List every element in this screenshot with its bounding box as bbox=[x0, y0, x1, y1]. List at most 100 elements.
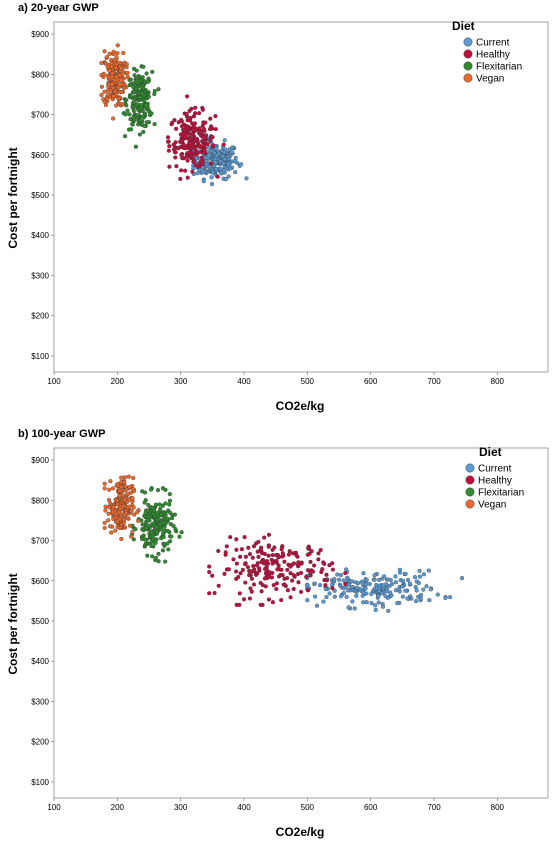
point-vegan bbox=[126, 474, 131, 479]
point-current bbox=[201, 179, 206, 184]
legend-title: Diet bbox=[452, 19, 475, 33]
point-vegan bbox=[113, 528, 118, 533]
point-vegan bbox=[121, 521, 126, 526]
point-current bbox=[405, 577, 411, 583]
x-axis-title: CO2e/kg bbox=[276, 825, 325, 839]
point-vegan bbox=[122, 85, 127, 91]
point-vegan bbox=[114, 498, 120, 503]
legend-marker bbox=[465, 475, 475, 485]
point-current bbox=[364, 577, 369, 583]
point-vegan bbox=[103, 508, 108, 513]
point-current bbox=[383, 594, 388, 599]
point-healthy bbox=[279, 547, 284, 552]
point-flexitarian bbox=[167, 498, 173, 503]
point-current bbox=[416, 594, 421, 599]
x-tick-label: 700 bbox=[427, 803, 441, 812]
point-flexitarian bbox=[124, 103, 129, 108]
point-flexitarian bbox=[163, 512, 168, 517]
point-current bbox=[459, 576, 465, 581]
point-healthy bbox=[207, 564, 212, 569]
point-flexitarian bbox=[132, 97, 137, 102]
panel-100-year-gwp: b) 100-year GWP $100 $200 $300 $400 $500 $600… bbox=[6, 428, 549, 839]
y-tick-label: $500 bbox=[31, 191, 49, 200]
point-flexitarian bbox=[167, 502, 172, 507]
legend-marker bbox=[463, 49, 473, 59]
point-vegan bbox=[123, 484, 128, 489]
point-healthy bbox=[295, 562, 300, 568]
point-flexitarian bbox=[125, 108, 130, 113]
point-flexitarian bbox=[156, 517, 161, 522]
point-current bbox=[337, 577, 342, 582]
point-healthy bbox=[199, 134, 204, 139]
point-vegan bbox=[99, 84, 104, 89]
point-vegan bbox=[99, 60, 104, 66]
y-tick-label: $700 bbox=[31, 111, 49, 120]
point-vegan bbox=[108, 479, 113, 484]
point-current bbox=[210, 170, 216, 175]
point-healthy bbox=[288, 571, 293, 576]
x-tick-label: 700 bbox=[427, 377, 441, 386]
point-healthy bbox=[231, 557, 236, 562]
point-vegan bbox=[107, 68, 112, 73]
point-vegan bbox=[126, 516, 131, 521]
point-flexitarian bbox=[161, 541, 166, 546]
point-healthy bbox=[193, 111, 198, 116]
point-flexitarian bbox=[136, 122, 141, 127]
point-flexitarian bbox=[123, 112, 128, 117]
x-tick-label: 400 bbox=[237, 377, 251, 386]
point-healthy bbox=[266, 597, 271, 602]
point-healthy bbox=[270, 547, 275, 552]
point-healthy bbox=[188, 141, 193, 146]
point-flexitarian bbox=[163, 501, 168, 506]
y-tick-label: $200 bbox=[31, 312, 49, 321]
point-flexitarian bbox=[159, 512, 164, 517]
point-healthy bbox=[210, 135, 215, 140]
y-tick-label: $400 bbox=[31, 657, 49, 666]
point-flexitarian bbox=[145, 518, 150, 523]
point-current bbox=[361, 571, 366, 576]
point-current bbox=[233, 170, 238, 175]
y-axis: $100 $200 $300 $400 $500 $600 $700 $800 $900 bbox=[31, 30, 54, 361]
point-healthy bbox=[184, 124, 190, 129]
point-healthy bbox=[245, 565, 250, 570]
point-flexitarian bbox=[140, 489, 145, 494]
point-healthy bbox=[249, 576, 254, 581]
point-current bbox=[405, 596, 410, 601]
point-vegan bbox=[130, 487, 136, 492]
point-current bbox=[443, 595, 448, 601]
y-tick-label: $100 bbox=[31, 778, 49, 787]
x-axis: 100 200 300 400 500 600 700 800 bbox=[47, 372, 505, 386]
point-healthy bbox=[238, 554, 243, 559]
point-vegan bbox=[107, 51, 112, 56]
point-healthy bbox=[262, 566, 268, 571]
point-vegan bbox=[121, 517, 126, 522]
point-current bbox=[364, 600, 369, 605]
point-healthy bbox=[240, 567, 245, 572]
point-vegan bbox=[109, 64, 114, 69]
point-current bbox=[421, 587, 426, 592]
point-current bbox=[428, 587, 433, 592]
x-tick-label: 800 bbox=[491, 803, 505, 812]
point-current bbox=[341, 590, 346, 596]
point-flexitarian bbox=[154, 524, 159, 530]
point-current bbox=[312, 581, 317, 586]
point-vegan bbox=[102, 525, 107, 530]
point-healthy bbox=[234, 537, 239, 542]
point-vegan bbox=[106, 92, 111, 97]
point-flexitarian bbox=[172, 512, 177, 517]
point-flexitarian bbox=[137, 132, 142, 137]
point-flexitarian bbox=[160, 531, 165, 536]
point-healthy bbox=[246, 545, 251, 550]
point-healthy bbox=[278, 572, 283, 577]
point-healthy bbox=[257, 566, 262, 571]
point-current bbox=[435, 592, 440, 597]
point-healthy bbox=[174, 126, 179, 131]
point-healthy bbox=[259, 589, 264, 594]
point-current bbox=[207, 145, 212, 150]
point-current bbox=[382, 574, 387, 579]
point-healthy bbox=[274, 586, 279, 592]
point-healthy bbox=[327, 563, 332, 568]
point-vegan bbox=[127, 523, 133, 528]
point-healthy bbox=[291, 586, 296, 592]
